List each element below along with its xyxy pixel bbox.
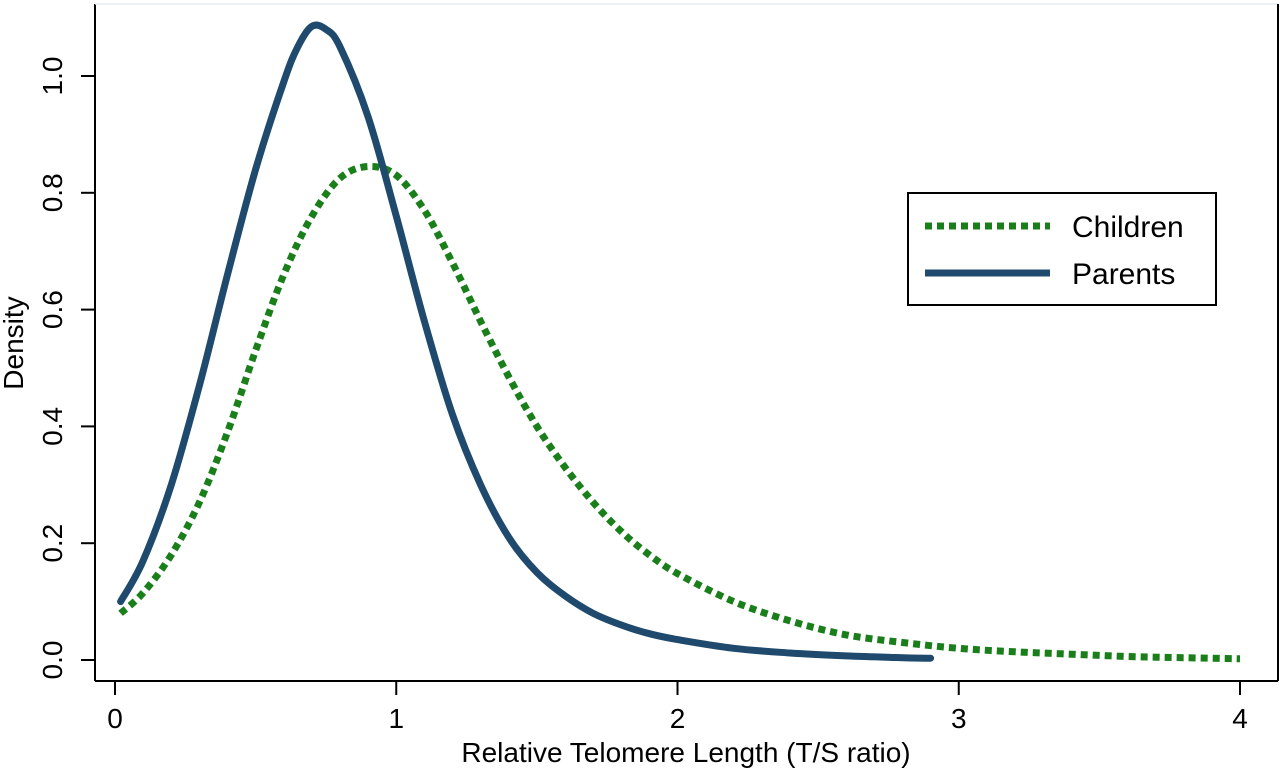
series-line-children (118, 162, 1241, 663)
y-axis-title: Density (0, 296, 29, 389)
y-tick-label: 0.8 (37, 173, 68, 212)
series-layer (117, 21, 1241, 663)
y-tick-label: 0.4 (37, 407, 68, 446)
plot-frame (94, 3, 1279, 682)
series-line-parents (117, 21, 935, 662)
y-axis-ticks: 0.0 0.2 0.4 0.6 0.8 1.0 (37, 57, 95, 680)
y-tick-label: 1.0 (37, 57, 68, 96)
x-axis-ticks: 0 1 2 3 4 (107, 681, 1248, 734)
legend-label-parents: Parents (1072, 258, 1175, 291)
x-axis-title: Relative Telomere Length (T/S ratio) (461, 737, 910, 768)
x-tick-label: 0 (107, 703, 123, 734)
x-tick-label: 2 (670, 703, 686, 734)
y-tick-label: 0.2 (37, 524, 68, 563)
legend-box (907, 192, 1217, 306)
x-tick-label: 3 (951, 703, 967, 734)
legend-label-children: Children (1072, 211, 1184, 244)
y-tick-label: 0.6 (37, 290, 68, 329)
y-tick-label: 0.0 (37, 641, 68, 680)
x-tick-label: 1 (388, 703, 404, 734)
x-tick-label: 4 (1232, 703, 1248, 734)
legend: Children Parents (907, 192, 1217, 306)
